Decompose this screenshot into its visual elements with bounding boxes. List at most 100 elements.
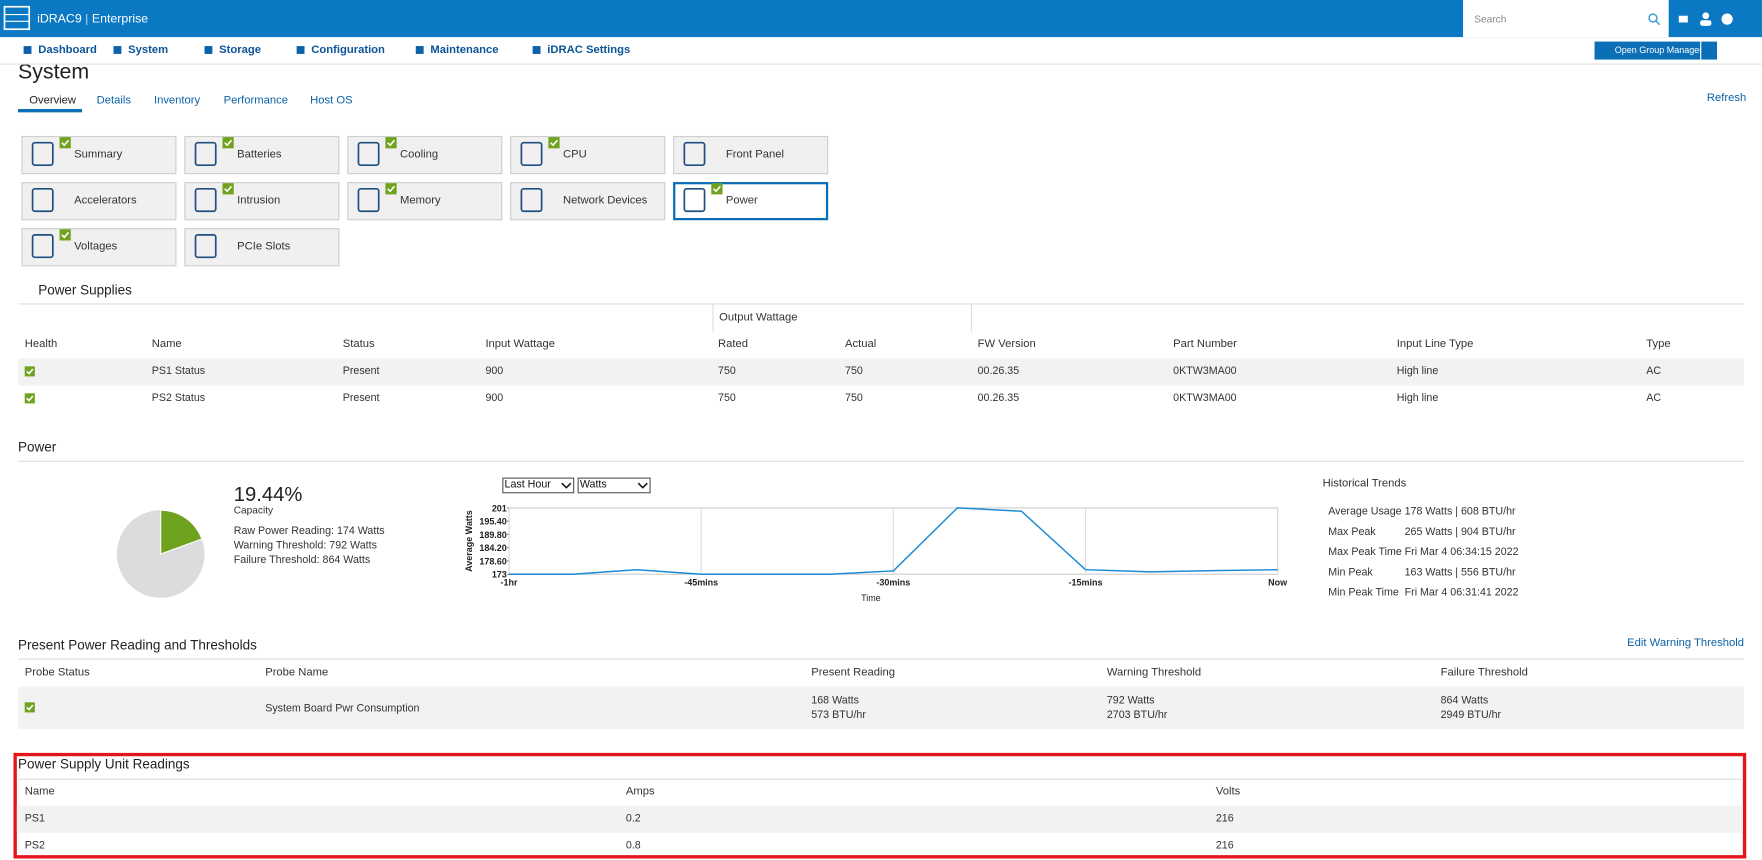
trend-label: Max Peak Time [1328,546,1402,559]
column-header: Volts [1215,785,1241,798]
cell: 750 [718,392,736,405]
cell: PS1 Status [151,365,206,378]
search-icon[interactable] [1647,12,1661,26]
tile-label[interactable]: CPU [562,148,587,161]
nav-item[interactable]: Dashboard [38,43,97,57]
group-manager-dropdown[interactable] [1701,41,1718,60]
y-axis-label: Average Watts [464,510,474,572]
reading-value: 573 BTU/hr [811,709,866,722]
section-title: Power Supplies [38,282,132,298]
column-header: Input Wattage [485,338,555,351]
plot-frame [508,507,1279,575]
tab[interactable]: Overview [29,94,77,107]
highlight-box [13,752,1747,859]
tile-label[interactable]: Network Devices [562,194,648,207]
reading-value: 792 Watts [1106,694,1155,707]
reading-value: 864 Watts [1440,694,1489,707]
row-bg [17,358,1744,386]
header-icons[interactable] [1677,11,1740,27]
cell: 750 [845,392,863,405]
divider [17,303,1744,305]
column-header: Name [151,338,182,351]
select[interactable] [502,477,575,494]
nav-item[interactable]: iDRAC Settings [547,43,631,57]
search-placeholder[interactable]: Search [1474,13,1507,25]
column-header: Health [24,338,58,351]
logo-icon [3,5,31,31]
tab-underline [17,108,83,113]
nav-item[interactable]: System [128,43,169,57]
y-tick-label: 195.40 [479,517,506,527]
trend-label: Min Peak Time [1328,586,1399,599]
tile[interactable] [510,135,666,175]
column-header: Status [342,338,375,351]
tab[interactable]: Details [96,94,131,107]
tile-label[interactable]: Voltages [74,240,118,253]
tab[interactable]: Host OS [310,94,353,107]
column-header: Name [24,785,55,798]
divider [17,658,1744,660]
tile-label[interactable]: Accelerators [74,194,137,207]
column-header: Probe Status [24,666,90,679]
tile-label[interactable]: PCIe Slots [237,240,291,253]
edit-threshold-link[interactable]: Edit Warning Threshold [1627,637,1744,650]
tile-label[interactable]: Summary [74,148,123,161]
tile-label[interactable]: Intrusion [237,194,281,207]
select[interactable] [577,477,651,494]
check-mark [26,395,34,402]
cell: Present [342,392,380,405]
nav-icon [532,46,541,54]
column-header: Present Reading [811,666,896,679]
tab[interactable]: Inventory [153,94,201,107]
reading: Failure Threshold: 864 Watts [233,553,371,567]
group-manager-label[interactable]: Open Group Manager [1614,44,1703,56]
nav-icon [113,46,122,54]
cell: 900 [485,392,504,405]
nav-icon [415,46,424,54]
tab[interactable]: Performance [223,94,288,107]
select-value[interactable]: Last Hour [504,478,551,492]
nav-item[interactable]: Configuration [311,43,385,57]
tile-label[interactable]: Front Panel [725,148,785,161]
tile-label[interactable]: Memory [400,194,441,207]
page-title: System [17,60,90,85]
trend-label: Average Usage [1328,505,1402,519]
section-title: Power Supply Unit Readings [17,756,190,772]
row-bg [16,805,1743,833]
select-value[interactable]: Watts [579,478,607,492]
section-title: Power [17,439,57,456]
column-header: Probe Name [265,666,329,679]
refresh-link[interactable]: Refresh [1706,92,1747,105]
tile-label[interactable]: Batteries [237,148,282,161]
x-tick-label: Now [1268,577,1287,587]
health-ok-icon [24,393,35,404]
cell: 900 [485,365,504,378]
group-manager-button[interactable] [1594,41,1701,60]
column-header: Rated [718,338,749,351]
search-box[interactable] [1463,0,1669,38]
cell: 00.26.35 [977,365,1020,378]
trend-value: 178 Watts | 608 BTU/hr [1404,505,1516,519]
cell: High line [1396,392,1439,405]
column-header: Warning Threshold [1106,666,1202,679]
trends-title: Historical Trends [1322,477,1407,490]
column-header: Actual [845,338,877,351]
nav-item[interactable]: Maintenance [430,43,499,57]
y-tick-label: 173 [492,570,507,580]
column-header: Failure Threshold [1440,666,1528,679]
cell: 0KTW3MA00 [1173,392,1237,405]
y-tick-label: 201 [492,503,507,513]
trend-label: Max Peak [1328,525,1376,539]
pie-remaining [116,510,205,598]
tile-label[interactable]: Power [725,194,758,207]
x-tick-label: -30mins [876,577,910,587]
cell: 216 [1215,812,1234,825]
pie-slice [160,509,203,555]
cell: 0.8 [625,839,641,852]
tile-label[interactable]: Cooling [400,148,439,161]
divider [17,460,1744,462]
cell: PS2 Status [151,392,206,405]
nav-item[interactable]: Storage [219,43,261,57]
edition: Enterprise [91,12,149,26]
